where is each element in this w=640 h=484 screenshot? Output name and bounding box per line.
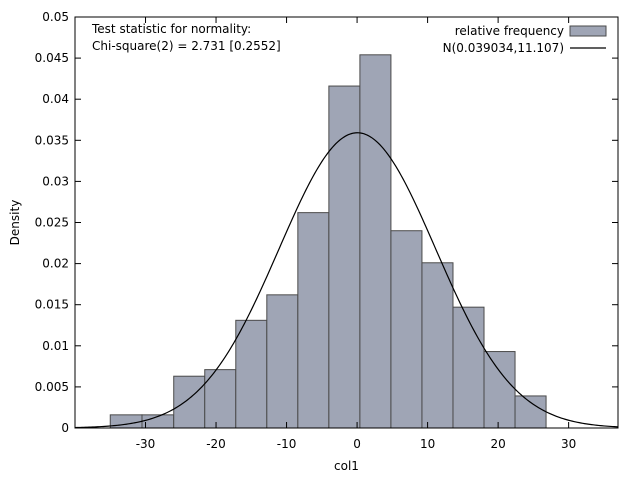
ticks-layer: 0 0.005 0.01 0.015 0.02 0.025 0.03 0.035 0.04 0.0… <box>35 10 618 451</box>
histogram-bar <box>452 306 485 429</box>
legend: relative frequency N(0.039034,11.107) <box>443 24 607 55</box>
legend-swatch-relative-frequency <box>569 25 607 37</box>
y-tick-label: 0.045 <box>35 51 69 65</box>
histogram-bar <box>514 395 547 429</box>
y-tick-label: 0.035 <box>35 133 69 147</box>
normality-test-title: Test statistic for normality: <box>91 22 251 36</box>
y-tick-label: 0.005 <box>35 380 69 394</box>
legend-label-normal-curve: N(0.039034,11.107) <box>443 41 564 55</box>
x-tick-label: 20 <box>490 437 505 451</box>
histogram-bar <box>173 375 206 429</box>
y-tick-label: 0.04 <box>42 92 69 106</box>
histogram-bar <box>483 351 516 429</box>
y-tick-label: 0.01 <box>42 339 69 353</box>
y-tick-label: 0.05 <box>42 10 69 24</box>
y-tick-label: 0 <box>61 421 69 435</box>
x-axis-label: col1 <box>334 459 359 473</box>
bars-layer <box>109 54 547 429</box>
x-tick-label: 10 <box>420 437 435 451</box>
x-tick-label: -10 <box>277 437 297 451</box>
normality-test-result: Chi-square(2) = 2.731 [0.2552] <box>92 39 281 53</box>
normal-density-curve <box>74 132 619 429</box>
x-tick-label: -20 <box>206 437 226 451</box>
x-tick-label: -30 <box>136 437 156 451</box>
x-tick-label: 30 <box>561 437 576 451</box>
legend-label-relative-frequency: relative frequency <box>455 24 564 38</box>
curve-layer <box>74 132 619 429</box>
histogram-bar <box>297 212 330 429</box>
histogram-bar <box>390 230 423 429</box>
y-tick-label: 0.015 <box>35 298 69 312</box>
histogram-bar <box>421 262 454 429</box>
y-tick-label: 0.025 <box>35 216 69 230</box>
x-tick-label: 0 <box>353 437 361 451</box>
y-axis-label: Density <box>8 200 22 246</box>
histogram-bar <box>266 294 299 429</box>
histogram-bar <box>235 319 268 429</box>
y-tick-label: 0.02 <box>42 257 69 271</box>
histogram-bar <box>359 54 392 429</box>
y-tick-label: 0.03 <box>42 174 69 188</box>
